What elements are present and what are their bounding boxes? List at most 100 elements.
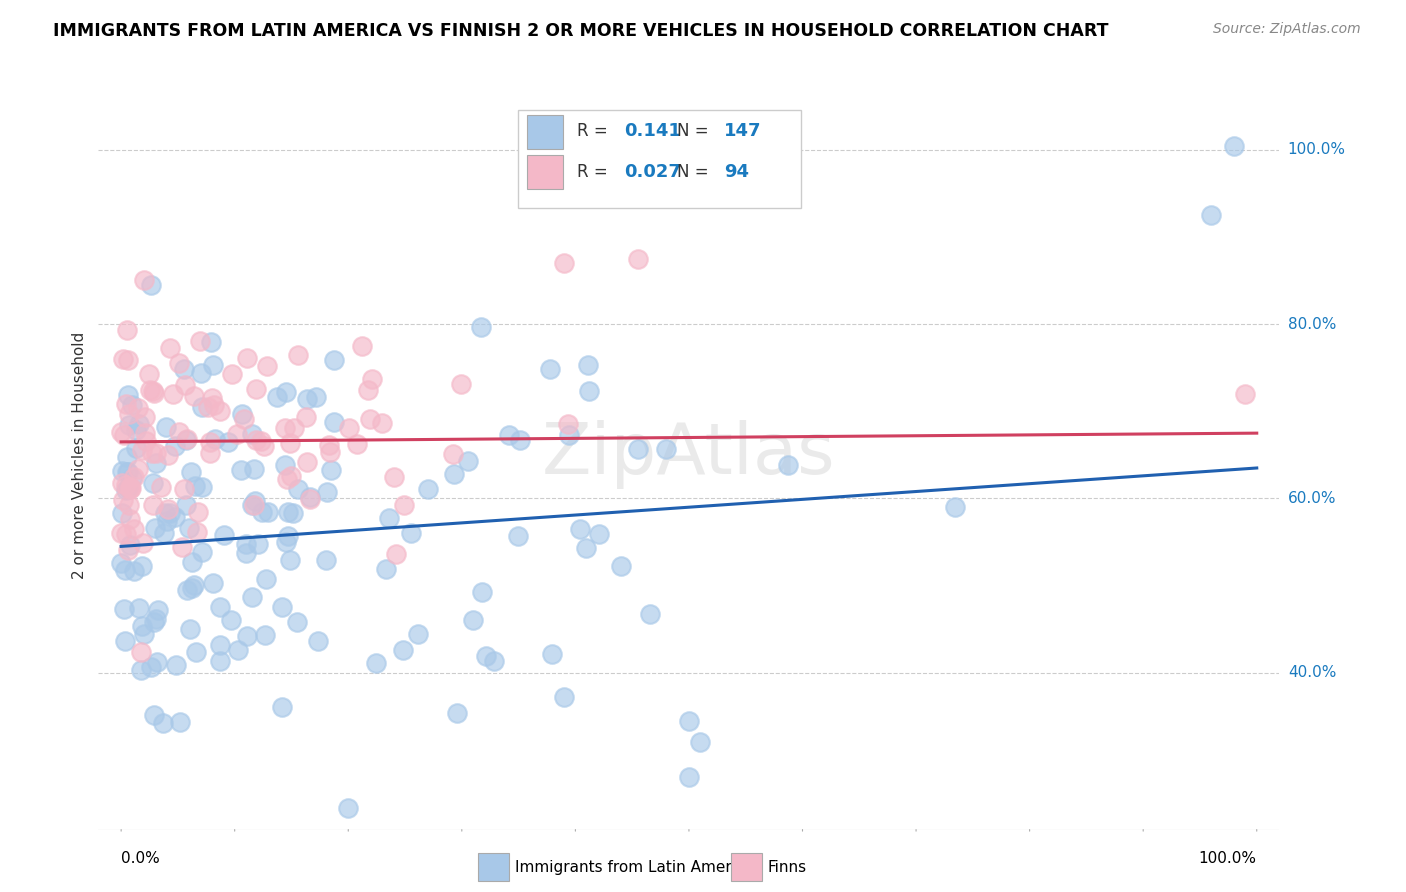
Point [111, 352, 134, 367]
Point [131, 619, 153, 633]
Text: 0.027: 0.027 [624, 162, 681, 181]
Text: N =: N = [678, 162, 714, 181]
Point [245, 382, 267, 396]
Text: 0.0%: 0.0% [121, 851, 160, 866]
Point [118, 498, 141, 512]
Point [143, 385, 166, 400]
Point [145, 612, 167, 626]
Point [392, 643, 415, 657]
Point [285, 615, 308, 630]
Point [474, 648, 496, 663]
Point [121, 470, 143, 484]
Point [117, 388, 139, 402]
Point [156, 514, 179, 528]
Point [943, 500, 966, 515]
Point [174, 433, 197, 447]
Point [115, 465, 138, 479]
Point [111, 493, 134, 508]
Point [392, 498, 415, 512]
Point [212, 527, 235, 541]
Point [357, 383, 380, 397]
Point [228, 643, 250, 657]
Point [221, 613, 243, 627]
Point [191, 480, 214, 494]
Point [150, 480, 173, 494]
Point [364, 656, 387, 670]
Point [350, 339, 373, 353]
Text: R =: R = [576, 162, 613, 181]
Text: 60.0%: 60.0% [1288, 491, 1336, 506]
Point [221, 367, 243, 381]
Point [406, 627, 429, 641]
Point [323, 415, 346, 429]
Point [678, 770, 700, 784]
Point [361, 372, 384, 386]
Point [152, 526, 174, 541]
Point [541, 648, 564, 662]
Point [242, 462, 264, 476]
Point [359, 412, 381, 426]
Point [142, 384, 165, 398]
Point [145, 456, 167, 470]
Point [134, 426, 156, 441]
Point [156, 448, 179, 462]
Point [138, 367, 160, 381]
Point [148, 603, 170, 617]
Point [110, 425, 132, 440]
Point [132, 627, 155, 641]
Point [578, 384, 600, 398]
Point [200, 335, 222, 350]
Point [240, 498, 263, 512]
Point [179, 521, 201, 535]
Point [627, 442, 650, 457]
Point [115, 477, 138, 491]
Point [122, 522, 145, 536]
Point [208, 600, 231, 615]
Point [305, 390, 328, 404]
Point [1201, 208, 1223, 222]
Point [375, 561, 398, 575]
Point [191, 400, 214, 414]
Point [461, 613, 484, 627]
Point [184, 479, 207, 493]
Point [569, 522, 592, 536]
Point [169, 425, 191, 440]
Point [482, 654, 505, 668]
Point [117, 353, 139, 368]
Point [209, 638, 232, 652]
Point [146, 656, 169, 670]
Point [114, 633, 136, 648]
Point [124, 469, 146, 483]
Point [280, 469, 302, 483]
Point [134, 409, 156, 424]
Point [209, 403, 232, 417]
Point [678, 714, 700, 728]
Point [128, 601, 150, 615]
Point [441, 447, 464, 461]
Text: N =: N = [678, 122, 714, 140]
Point [509, 433, 531, 447]
Point [159, 506, 181, 520]
Point [337, 801, 360, 815]
Point [139, 277, 162, 292]
Point [156, 502, 179, 516]
Point [450, 376, 472, 391]
Point [183, 578, 205, 592]
Point [321, 463, 343, 477]
Point [174, 498, 197, 512]
Point [243, 493, 266, 508]
Point [143, 707, 166, 722]
Point [776, 458, 799, 472]
Point [217, 434, 239, 449]
Point [176, 433, 198, 447]
Text: 147: 147 [724, 122, 762, 140]
Point [226, 427, 249, 442]
Point [323, 352, 346, 367]
Point [186, 524, 208, 539]
Point [384, 547, 406, 561]
Point [295, 392, 318, 406]
Point [127, 401, 149, 416]
Text: Finns: Finns [768, 860, 807, 874]
Point [153, 506, 176, 520]
Point [270, 600, 292, 615]
